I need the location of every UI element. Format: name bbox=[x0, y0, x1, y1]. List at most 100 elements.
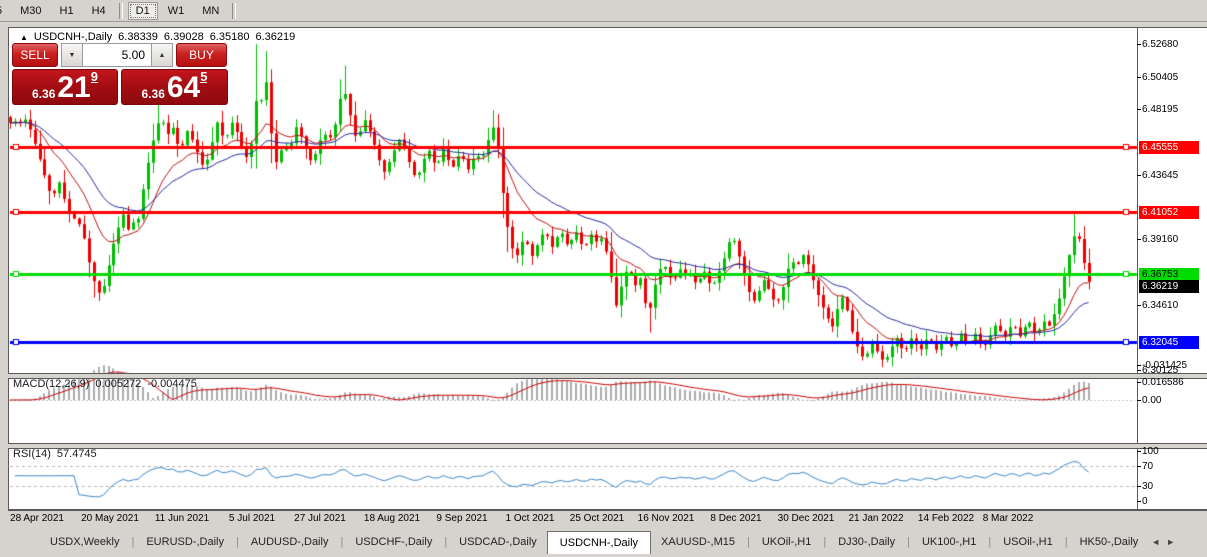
level-price-label: 6.45555 bbox=[1139, 141, 1199, 154]
level-price-label: 6.36753 bbox=[1139, 268, 1199, 281]
symbol-tab-usdx[interactable]: USDX,Weekly bbox=[50, 536, 120, 548]
axis-tick bbox=[1137, 44, 1141, 45]
level-price-label: 6.41052 bbox=[1139, 206, 1199, 219]
macd-main-value: 0.005272 bbox=[95, 378, 142, 390]
axis-tick bbox=[1137, 400, 1141, 401]
axis-tick bbox=[1137, 239, 1141, 240]
bid-big-digits: 21 bbox=[57, 71, 91, 104]
date-tick-label: 21 Jan 2022 bbox=[848, 513, 904, 524]
date-tick-label: 28 Apr 2021 bbox=[10, 513, 64, 524]
symbol-tab-dj30[interactable]: DJ30-,Daily bbox=[838, 536, 896, 548]
symbol-tab-uk100[interactable]: UK100-,H1 bbox=[921, 536, 977, 548]
date-tick-label: 18 Aug 2021 bbox=[363, 513, 421, 524]
date-tick-label: 9 Sep 2021 bbox=[436, 513, 488, 524]
axis-tick bbox=[1137, 466, 1141, 467]
tab-separator: | bbox=[444, 536, 448, 548]
volume-spinner: ▼ ▲ bbox=[61, 43, 173, 67]
symbol-tab-usoil[interactable]: USOil-,H1 bbox=[1003, 536, 1053, 548]
date-axis: 28 Apr 2021 20 May 2021 11 Jun 2021 5 Jul 2… bbox=[0, 511, 1207, 529]
macd-name: MACD(12,26,9) bbox=[13, 378, 90, 390]
axis-tick bbox=[1137, 382, 1141, 383]
volume-decrease-button[interactable]: ▼ bbox=[61, 43, 83, 67]
rsi-indicator-label: RSI(14) 57.4745 bbox=[13, 448, 97, 460]
symbol-tab-ukoil[interactable]: UKOil-,H1 bbox=[761, 536, 812, 548]
axis-tick bbox=[1137, 365, 1141, 366]
sell-button[interactable]: SELL bbox=[12, 43, 58, 67]
ask-prefix: 6.36 bbox=[141, 87, 165, 101]
macd-axis-label: -0.031425 bbox=[1142, 360, 1188, 371]
symbol-tab-usdcnh[interactable]: USDCNH-,Daily bbox=[546, 531, 652, 554]
volume-increase-button[interactable]: ▲ bbox=[151, 43, 173, 67]
tab-separator: | bbox=[235, 536, 239, 548]
tab-separator: | bbox=[131, 536, 135, 548]
chart-bottom-border bbox=[8, 509, 1207, 511]
symbol-tab-usdchf[interactable]: USDCHF-,Daily bbox=[355, 536, 433, 548]
bid-pip-fraction: 9 bbox=[90, 69, 98, 84]
tab-separator: | bbox=[1064, 536, 1068, 548]
axis-tick bbox=[1137, 109, 1141, 110]
price-tick-label: 6.39160 bbox=[1142, 234, 1179, 245]
axis-tick bbox=[1137, 370, 1141, 371]
one-click-trade-panel: SELL ▼ ▲ BUY 6.36 21 9 6.36 64 5 bbox=[12, 43, 228, 105]
rsi-panel-divider[interactable] bbox=[8, 443, 1207, 449]
macd-axis-label: 0.00 bbox=[1142, 395, 1162, 406]
collapse-icon[interactable]: ▲ bbox=[20, 32, 28, 42]
date-tick-label: 30 Dec 2021 bbox=[777, 513, 835, 524]
bid-price-display: 6.36 21 9 bbox=[12, 69, 118, 105]
rsi-value: 57.4745 bbox=[56, 448, 97, 460]
ask-pip-fraction: 5 bbox=[200, 69, 208, 84]
chart-title: ▲ USDCNH-,Daily 6.38339 6.39028 6.35180 … bbox=[20, 31, 295, 43]
tab-separator: | bbox=[747, 536, 750, 548]
tab-separator: | bbox=[988, 536, 992, 548]
tab-separator: | bbox=[340, 536, 344, 548]
rsi-axis-label: 100 bbox=[1142, 446, 1159, 457]
tab-scroll-left-icon[interactable]: ◄ bbox=[1151, 537, 1161, 547]
date-tick-label: 11 Jun 2021 bbox=[154, 513, 210, 524]
ohlc-close: 6.36219 bbox=[255, 31, 296, 43]
symbol-tab-eurusd[interactable]: EURUSD-,Daily bbox=[146, 536, 224, 548]
symbol-tab-audusd[interactable]: AUDUSD-,Daily bbox=[250, 536, 329, 548]
tab-separator: | bbox=[823, 536, 827, 548]
date-tick-label: 20 May 2021 bbox=[81, 513, 139, 524]
macd-indicator-label: MACD(12,26,9) 0.005272 -0.004475 bbox=[13, 378, 197, 390]
axis-tick bbox=[1137, 175, 1141, 176]
tab-scroll-right-icon[interactable]: ► bbox=[1166, 537, 1176, 547]
macd-axis-label: 0.016586 bbox=[1142, 377, 1184, 388]
ohlc-open: 6.38339 bbox=[118, 31, 158, 43]
price-tick-label: 6.30125 bbox=[1142, 365, 1179, 376]
symbol-tab-hk50[interactable]: HK50-,Daily bbox=[1079, 536, 1139, 548]
axis-tick bbox=[1137, 451, 1141, 452]
date-tick-label: 5 Jul 2021 bbox=[228, 513, 276, 524]
ask-price-display: 6.36 64 5 bbox=[121, 69, 228, 105]
price-tick-label: 6.43645 bbox=[1142, 170, 1179, 181]
symbol-tab-xauusd[interactable]: XAUUSD-,M15 bbox=[661, 536, 735, 548]
current-price-label: 6.36219 bbox=[1139, 280, 1199, 293]
date-tick-label: 1 Oct 2021 bbox=[505, 513, 555, 524]
date-tick-label: 8 Dec 2021 bbox=[710, 513, 762, 524]
axis-tick bbox=[1137, 77, 1141, 78]
rsi-name: RSI(14) bbox=[13, 448, 51, 460]
axis-tick bbox=[1137, 486, 1141, 487]
price-tick-label: 6.34610 bbox=[1142, 300, 1179, 311]
axis-tick bbox=[1137, 501, 1141, 502]
symbol-tab-bar: USDX,Weekly | EURUSD-,Daily | AUDUSD-,Daily |… bbox=[0, 529, 1207, 557]
axis-tick bbox=[1137, 305, 1141, 306]
macd-panel-divider[interactable] bbox=[8, 373, 1207, 379]
volume-input[interactable] bbox=[83, 43, 151, 67]
symbol-tab-usdcad[interactable]: USDCAD-,Daily bbox=[459, 536, 537, 548]
ohlc-high: 6.39028 bbox=[163, 31, 204, 43]
rsi-axis-label: 30 bbox=[1142, 481, 1154, 492]
tab-separator: | bbox=[907, 536, 910, 548]
rsi-axis-label: 70 bbox=[1142, 461, 1154, 472]
date-tick-label: 16 Nov 2021 bbox=[637, 513, 695, 524]
date-tick-label: 14 Feb 2022 bbox=[917, 513, 975, 524]
date-tick-label: 8 Mar 2022 bbox=[982, 513, 1034, 524]
ohlc-low: 6.35180 bbox=[209, 31, 250, 43]
price-axis-separator bbox=[1137, 27, 1138, 509]
symbol-period-label: USDCNH-,Daily bbox=[33, 31, 113, 43]
price-tick-label: 6.48195 bbox=[1142, 104, 1179, 115]
macd-signal-value: -0.004475 bbox=[147, 378, 197, 390]
bid-prefix: 6.36 bbox=[32, 87, 56, 101]
buy-button[interactable]: BUY bbox=[176, 43, 227, 67]
